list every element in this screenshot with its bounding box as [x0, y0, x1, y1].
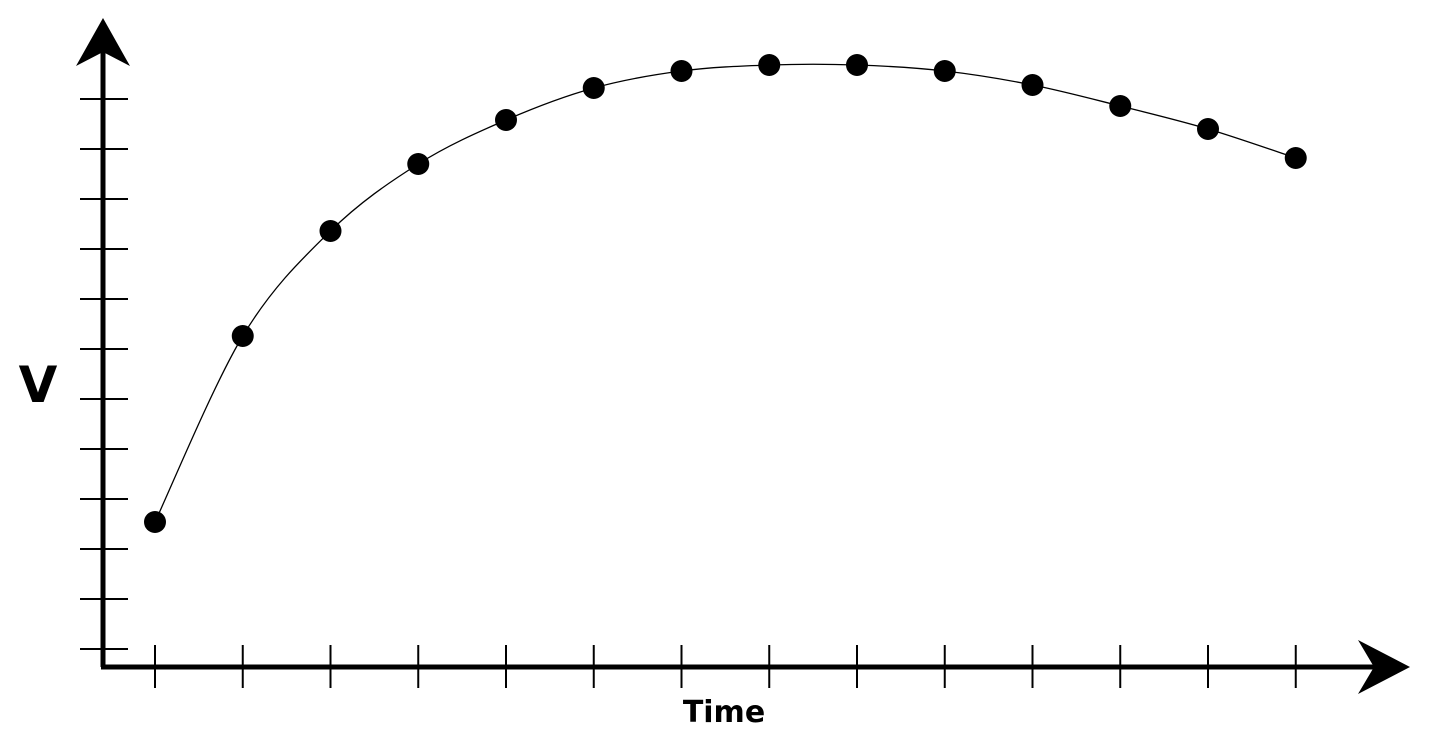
- y-axis-arrow: [76, 18, 130, 66]
- data-point: [758, 54, 781, 76]
- data-point: [407, 153, 430, 175]
- data-point: [144, 511, 166, 533]
- data-point: [1109, 95, 1132, 117]
- data-point: [231, 325, 254, 347]
- data-point: [319, 220, 342, 242]
- x-axis-label: Time: [683, 695, 765, 730]
- fit-curve: [154, 63, 1296, 523]
- data-point: [495, 109, 517, 131]
- data-point: [670, 60, 693, 82]
- x-axis-arrow: [1358, 640, 1410, 694]
- data-point: [582, 77, 605, 99]
- data-point: [933, 60, 956, 82]
- data-point: [1284, 147, 1307, 169]
- data-point: [846, 54, 868, 76]
- y-axis-label: V: [19, 356, 58, 414]
- data-point: [1021, 74, 1044, 96]
- data-point: [1197, 118, 1219, 140]
